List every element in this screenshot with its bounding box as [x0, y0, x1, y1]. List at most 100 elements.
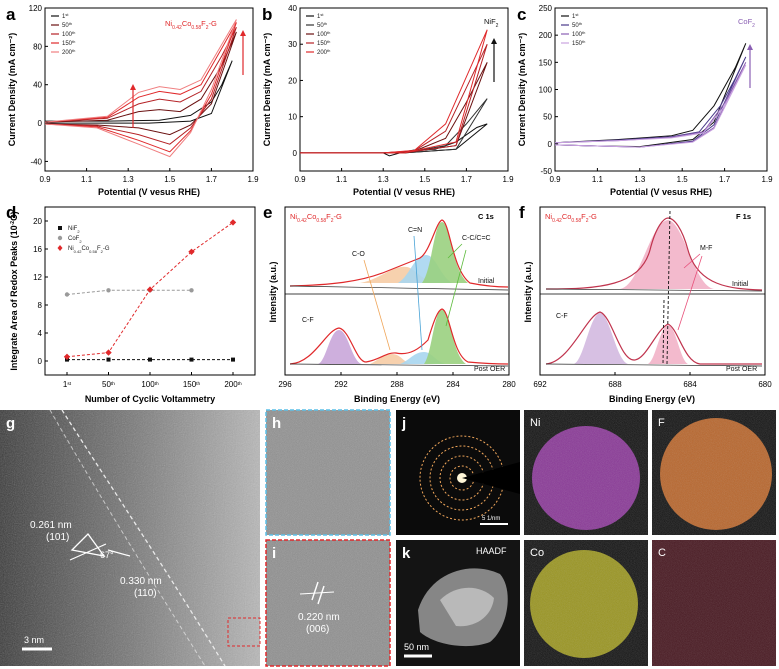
panel-g-hrtem: g 0.261 nm (101) 67° 0.330 nm (110) 3 nm [0, 409, 261, 667]
xtick-label-a-4: 1.7 [206, 175, 218, 184]
point-d-1-3 [189, 288, 194, 293]
panel-e-sample: Ni0.42Co0.58F2-G [290, 212, 342, 224]
ytick-label-d-3: 12 [33, 273, 42, 282]
legend-nif2: NiF2 [68, 226, 80, 234]
xtick-label-b-2: 1.3 [378, 175, 390, 184]
panel-k: k HAADF 50 nm [396, 540, 520, 666]
arrow-f-mf1 [683, 253, 701, 269]
ytick-label-b-4: 40 [288, 4, 297, 13]
xtick-label-d-2: 100th [141, 380, 159, 389]
plot-frame-b [299, 7, 509, 172]
panel-label-c: c [517, 5, 526, 24]
lattice-line-1 [69, 543, 107, 561]
panel-e-frame [284, 206, 510, 376]
legend-label-b-0: 1st [317, 12, 324, 21]
scale-label-k: 50 nm [404, 642, 429, 652]
peak-f-post-cf [574, 313, 628, 364]
cv-curve-c-0 [554, 43, 747, 148]
point-d-2-1 [105, 349, 112, 356]
curve-f-post [545, 311, 763, 365]
peak-e-post-cf [318, 330, 362, 364]
cv-curve-a-3 [44, 22, 237, 153]
ytick-label-b-3: 30 [288, 40, 297, 49]
panel-d: d 0 4 8 12 16 20 1st 50th 100th 150th 200th Number … [6, 203, 256, 404]
arrow-f-mf2 [677, 255, 703, 331]
lattice-i-arrow [299, 591, 335, 595]
point-d-0-3 [189, 357, 194, 362]
xtick-label-e-1: 292 [334, 380, 348, 389]
xtick-label-d-3: 150th [183, 380, 201, 389]
cv-curve-c-1 [554, 56, 747, 148]
eds-label-f: F [658, 417, 665, 429]
cv-curve-c-2 [554, 62, 747, 148]
point-d-0-2 [148, 357, 152, 362]
eds-label-co: Co [530, 547, 544, 559]
d-spacing-2: 0.330 nm [120, 576, 162, 587]
xtick-label-a-0: 0.9 [39, 175, 51, 184]
ytick-label-a-2: 40 [33, 81, 42, 90]
ytick-label-d-1: 4 [38, 329, 43, 338]
d-spacing-1: 0.261 nm [30, 520, 72, 531]
peak-f-post-mf [648, 325, 688, 364]
cv-curve-a-2 [44, 26, 237, 145]
arrow-e-cc2 [445, 249, 467, 327]
ytick-label-c-6: 250 [539, 4, 553, 13]
panel-f-xlabel: Binding Energy (eV) [609, 394, 695, 404]
xtick-label-a-5: 1.9 [247, 175, 259, 184]
eds-co-texture [524, 540, 648, 666]
panel-label-g: g [6, 415, 15, 432]
cv-curve-b-0 [300, 123, 488, 157]
panel-e-xaxis: 296 292 288 284 280 [278, 372, 516, 389]
ytick-label-d-5: 20 [33, 217, 42, 226]
frame-i [265, 539, 391, 667]
panel-label-j: j [401, 415, 406, 432]
arrow-e-cc1 [447, 243, 463, 259]
eds-map-c: C [652, 540, 776, 666]
plane-1: (101) [46, 532, 69, 543]
plane-2: (110) [134, 588, 157, 599]
xtick-label-d-0: 1st [63, 380, 72, 389]
curve-f-initial [545, 217, 763, 291]
xtick-label-a-2: 1.3 [123, 175, 135, 184]
roi-box-red [227, 617, 261, 647]
xtick-label-d-1: 50th [102, 380, 115, 389]
texture-h [266, 410, 390, 535]
panel-f-sample: Ni0.42Co0.58F2-G [545, 212, 597, 224]
panel-label-a: a [6, 5, 16, 24]
xlabel-a: Potential (V vesus RHE) [98, 187, 200, 197]
panel-label-d: d [6, 203, 16, 222]
xtick-label-a-1: 1.1 [81, 175, 93, 184]
legend-label-b-1: 50th [317, 21, 327, 30]
peak-f-initial-mf [620, 220, 714, 289]
xtick-label-e-0: 296 [278, 380, 292, 389]
panel-label-k: k [402, 545, 411, 562]
ytick-label-c-2: 50 [543, 113, 552, 122]
panel-a-plot: 0.9 1.1 1.3 1.5 1.7 1.9 -40 0 40 80 120 Potential (… [7, 4, 259, 197]
lattice-i-1 [311, 581, 319, 601]
point-d-2-0 [63, 353, 71, 360]
curve-e-initial [289, 219, 509, 288]
panel-c: c 0.9 1.1 1.3 1.5 1.7 1.9 -50 0 50 100 150 200 250 Po… [517, 4, 773, 197]
legend-label-c-3: 150th [572, 39, 585, 48]
point-d-1-1 [106, 288, 111, 293]
panel-label-i: i [272, 545, 276, 562]
eds-f-texture [652, 410, 776, 535]
xtick-label-c-4: 1.7 [719, 175, 731, 184]
xtick-label-d-4: 200th [224, 380, 242, 389]
ytick-label-b-2: 20 [288, 76, 297, 85]
ytick-label-c-1: 0 [548, 140, 553, 149]
label-f-initial: Initial [732, 281, 749, 288]
xtick-label-f-3: 680 [758, 380, 772, 389]
panel-i: i 0.220 nm (006) [265, 539, 391, 667]
point-d-2-2 [146, 286, 154, 293]
panel-f-ylabel: Intensity (a.u.) [523, 261, 533, 322]
frame-h [265, 409, 391, 536]
cv-curve-b-4 [300, 29, 488, 154]
xtick-label-f-0: 692 [533, 380, 547, 389]
legend-label-c-2: 100th [572, 30, 585, 39]
eds-c-texture [652, 540, 776, 666]
eds-ni-texture [524, 410, 648, 535]
label-f-post: Post OER [726, 366, 757, 373]
panel-e-title: C 1s [478, 212, 494, 221]
eds-map-f: F [652, 410, 776, 535]
